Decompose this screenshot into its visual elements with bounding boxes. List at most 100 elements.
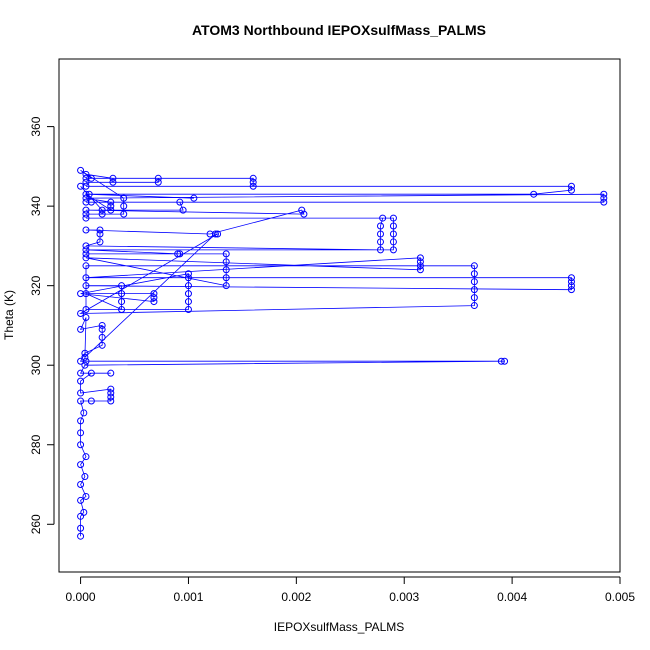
data-point: [600, 190, 608, 198]
data-point: [77, 496, 85, 504]
data-point: [77, 357, 85, 365]
plot-area: [77, 166, 608, 540]
data-point: [416, 266, 424, 274]
chart-title: ATOM3 Northbound IEPOXsulfMass_PALMS: [192, 22, 486, 38]
data-point: [376, 238, 384, 246]
data-point: [77, 461, 85, 469]
data-point: [150, 298, 158, 306]
data-point: [389, 222, 397, 230]
data-point: [77, 310, 85, 318]
data-point: [80, 409, 88, 417]
data-point: [82, 250, 90, 258]
data-point: [82, 214, 90, 222]
data-point: [82, 453, 90, 461]
data-point: [249, 178, 257, 186]
x-axis: 0.000 0.001 0.002 0.003 0.004 0.005: [66, 576, 635, 604]
data-point: [82, 206, 90, 214]
data-point: [109, 174, 117, 182]
y-tick-label: 300: [29, 355, 43, 375]
data-point: [416, 258, 424, 266]
data-point: [82, 170, 90, 178]
data-point: [184, 270, 192, 278]
data-point: [470, 286, 478, 294]
data-point: [82, 242, 90, 250]
data-point: [184, 282, 192, 290]
data-point: [222, 266, 230, 274]
data-point: [501, 357, 509, 365]
data-point: [389, 230, 397, 238]
data-point: [300, 210, 308, 218]
data-point: [82, 210, 90, 218]
data-point: [77, 166, 85, 174]
data-point: [77, 369, 85, 377]
data-point: [379, 214, 387, 222]
data-point: [120, 194, 128, 202]
data-point: [107, 198, 115, 206]
data-point: [77, 429, 85, 437]
data-point: [77, 532, 85, 540]
data-point: [497, 357, 505, 365]
data-point: [77, 377, 85, 385]
data-point: [470, 262, 478, 270]
data-point: [470, 302, 478, 310]
data-point: [107, 369, 115, 377]
data-point: [82, 254, 90, 262]
x-tick-label: 0.003: [389, 590, 419, 604]
data-point: [376, 246, 384, 254]
data-point: [222, 282, 230, 290]
data-point: [82, 182, 90, 190]
data-point: [82, 198, 90, 206]
data-point: [416, 254, 424, 262]
data-point: [77, 290, 85, 298]
x-tick-label: 0.005: [605, 590, 635, 604]
data-point: [184, 274, 192, 282]
data-point: [176, 250, 184, 258]
data-point: [118, 298, 126, 306]
data-point: [98, 210, 106, 218]
data-point: [82, 190, 90, 198]
data-point: [222, 250, 230, 258]
y-tick-label: 340: [29, 196, 43, 216]
data-point: [184, 306, 192, 314]
data-point: [190, 194, 198, 202]
data-point: [176, 198, 184, 206]
data-point: [154, 178, 162, 186]
data-point: [77, 481, 85, 489]
data-point: [211, 230, 219, 238]
data-point: [107, 389, 115, 397]
data-point: [184, 290, 192, 298]
data-point: [82, 262, 90, 270]
data-point: [87, 397, 95, 405]
data-point: [470, 294, 478, 302]
data-point: [107, 202, 115, 210]
data-point: [107, 206, 115, 214]
data-point: [107, 393, 115, 401]
x-tick-label: 0.004: [497, 590, 527, 604]
data-point: [87, 174, 95, 182]
data-point: [82, 246, 90, 254]
data-point: [82, 226, 90, 234]
data-point: [98, 325, 106, 333]
data-point: [120, 210, 128, 218]
x-tick-label: 0.001: [173, 590, 203, 604]
data-point: [82, 306, 90, 314]
data-point: [82, 313, 90, 321]
data-point: [389, 246, 397, 254]
data-point: [567, 286, 575, 294]
y-tick-label: 280: [29, 434, 43, 454]
y-axis-label: Theta (K): [2, 290, 16, 340]
data-point: [118, 282, 126, 290]
data-point: [96, 226, 104, 234]
data-point: [81, 353, 89, 361]
data-point: [470, 270, 478, 278]
data-point: [118, 306, 126, 314]
data-point: [154, 174, 162, 182]
data-point: [81, 349, 89, 357]
data-point: [85, 190, 93, 198]
data-point: [150, 294, 158, 302]
data-point: [376, 222, 384, 230]
data-point: [82, 290, 90, 298]
y-tick-label: 320: [29, 275, 43, 295]
data-point: [376, 230, 384, 238]
data-point: [120, 202, 128, 210]
